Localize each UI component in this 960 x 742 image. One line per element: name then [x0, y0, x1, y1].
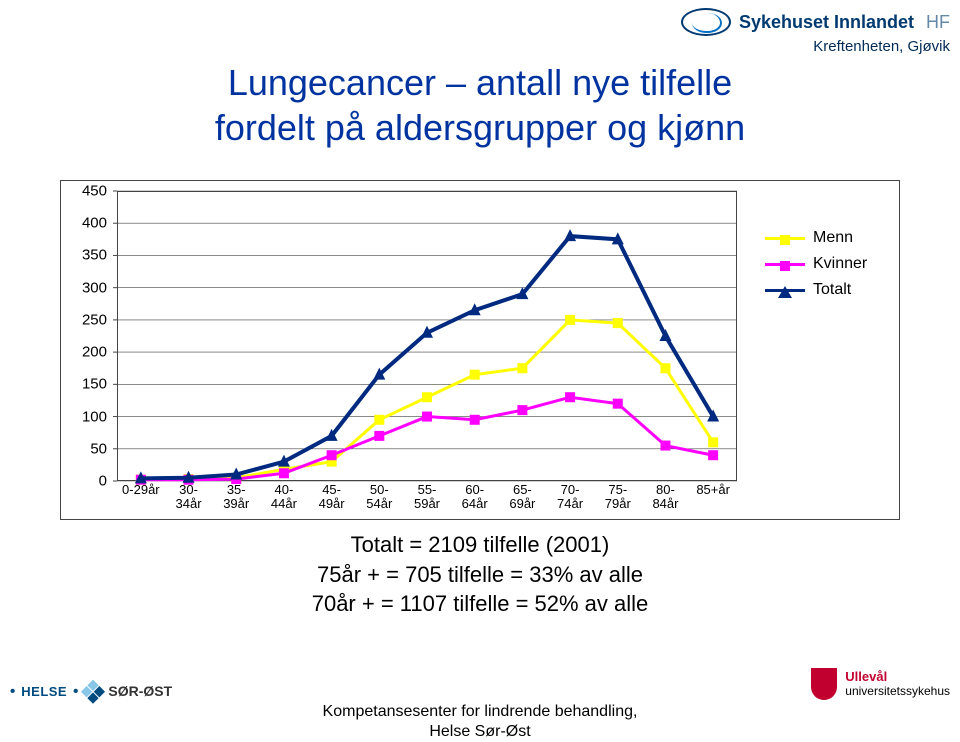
x-tick-label: 70-74år — [557, 483, 583, 510]
ulleval-name: Ullevål — [845, 669, 887, 684]
x-tick-label: 50-54år — [366, 483, 392, 510]
x-axis-labels: 0-29år 30-34år 35-39år 40-44år 45-49år 50-54å… — [117, 483, 737, 517]
legend-item: Totalt — [765, 281, 885, 299]
y-axis-labels: 050100150200250300350400450 — [61, 191, 111, 481]
x-tick-label: 35-39år — [223, 483, 249, 510]
x-tick-label: 55-59år — [414, 483, 440, 510]
helse-dot-icon: • — [73, 683, 78, 700]
ulleval-shield-icon — [811, 668, 837, 700]
x-tick-label: 80-84år — [652, 483, 678, 510]
y-tick-label: 0 — [99, 473, 107, 490]
y-tick-label: 300 — [82, 279, 107, 296]
data-series — [117, 191, 737, 481]
y-tick-label: 150 — [82, 376, 107, 393]
x-tick-label: 65-69år — [509, 483, 535, 510]
y-tick-label: 50 — [90, 440, 107, 457]
slide-title: Lungecancer – antall nye tilfelle fordel… — [0, 60, 960, 150]
y-tick-label: 450 — [82, 183, 107, 200]
footer-center-text: Kompetansesenter for lindrende behandlin… — [0, 702, 960, 742]
legend-label: Kvinner — [813, 255, 867, 273]
hospital-logo: Sykehuset Innlandet HF — [681, 8, 950, 36]
legend-item: Menn — [765, 229, 885, 247]
sorost-label: SØR-ØST — [108, 683, 172, 699]
caption-line: 75år + = 705 tilfelle = 33% av alle — [0, 560, 960, 590]
logo-suffix: HF — [926, 12, 950, 33]
helse-diamond-icon — [81, 678, 106, 703]
logo-icon — [681, 8, 731, 36]
chart-frame: 0 50 100 150 200 250 300 350 400 450 0-29år 30-34å… — [60, 180, 900, 520]
plot-area — [117, 191, 737, 481]
title-line-1: Lungecancer – antall nye tilfelle — [0, 60, 960, 105]
header-block: Sykehuset Innlandet HF Kreftenheten, Gjø… — [681, 8, 950, 55]
footer-right-logo: Ullevål universitetssykehus — [811, 668, 950, 700]
legend-item: Kvinner — [765, 255, 885, 273]
y-tick-label: 350 — [82, 247, 107, 264]
y-tick-label: 400 — [82, 215, 107, 232]
legend-label: Menn — [813, 229, 853, 247]
caption-line: Totalt = 2109 tilfelle (2001) — [0, 530, 960, 560]
chart-caption: Totalt = 2109 tilfelle (2001) 75år + = 7… — [0, 530, 960, 619]
x-tick-label: 40-44år — [271, 483, 297, 510]
footer-line: Kompetansesenter for lindrende behandlin… — [0, 702, 960, 722]
x-tick-label: 75-79år — [605, 483, 631, 510]
ulleval-sub: universitetssykehus — [845, 684, 950, 698]
unit-label: Kreftenheten, Gjøvik — [681, 38, 950, 55]
helse-dot-icon: • — [10, 683, 15, 700]
legend-label: Totalt — [813, 281, 851, 299]
x-tick-label: 30-34år — [176, 483, 202, 510]
logo-text: Sykehuset Innlandet — [739, 12, 914, 33]
helse-label: HELSE — [21, 684, 67, 699]
x-tick-label: 0-29år — [122, 483, 160, 497]
y-tick-label: 250 — [82, 311, 107, 328]
title-line-2: fordelt på aldersgrupper og kjønn — [0, 105, 960, 150]
footer-line: Helse Sør-Øst — [0, 722, 960, 742]
caption-line: 70år + = 1107 tilfelle = 52% av alle — [0, 589, 960, 619]
legend: Menn Kvinner Totalt — [765, 229, 885, 307]
footer-left-logo: • HELSE • SØR-ØST — [10, 682, 172, 700]
x-tick-label: 60-64år — [462, 483, 488, 510]
x-tick-label: 85+år — [696, 483, 730, 497]
ulleval-text: Ullevål universitetssykehus — [845, 670, 950, 697]
x-tick-label: 45-49år — [319, 483, 345, 510]
y-tick-label: 100 — [82, 408, 107, 425]
y-tick-label: 200 — [82, 344, 107, 361]
